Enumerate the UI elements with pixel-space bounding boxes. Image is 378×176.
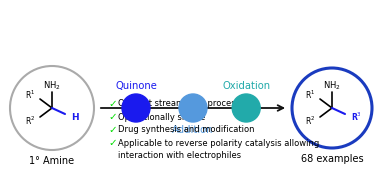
Text: ✓: ✓ (108, 138, 117, 148)
Text: ✓: ✓ (108, 99, 117, 109)
Text: One-pot streamlined process: One-pot streamlined process (118, 99, 240, 108)
Text: R$^2$: R$^2$ (305, 115, 315, 127)
Text: NH$_2$: NH$_2$ (43, 80, 61, 92)
Text: Addition: Addition (172, 125, 214, 135)
Circle shape (232, 94, 260, 122)
Text: 1° Amine: 1° Amine (29, 156, 74, 166)
Text: R$^2$: R$^2$ (25, 115, 35, 127)
Text: ✓: ✓ (108, 112, 117, 122)
Circle shape (122, 94, 150, 122)
Text: Oxidation: Oxidation (222, 81, 270, 91)
Text: 68 examples: 68 examples (301, 154, 363, 164)
Text: R$^1$: R$^1$ (305, 89, 315, 101)
Text: Drug synthesis and modification: Drug synthesis and modification (118, 125, 254, 134)
Text: Operationally simple: Operationally simple (118, 112, 205, 121)
Text: R$^1$: R$^1$ (25, 89, 35, 101)
Text: H: H (71, 112, 79, 121)
Text: Applicable to reverse polarity catalysis allowing: Applicable to reverse polarity catalysis… (118, 139, 319, 147)
Text: interaction with electrophiles: interaction with electrophiles (118, 152, 241, 161)
Text: NH$_2$: NH$_2$ (323, 80, 341, 92)
Text: Quinone: Quinone (115, 81, 157, 91)
Text: ✓: ✓ (108, 125, 117, 135)
Text: R$^3$: R$^3$ (351, 111, 362, 123)
Circle shape (179, 94, 207, 122)
